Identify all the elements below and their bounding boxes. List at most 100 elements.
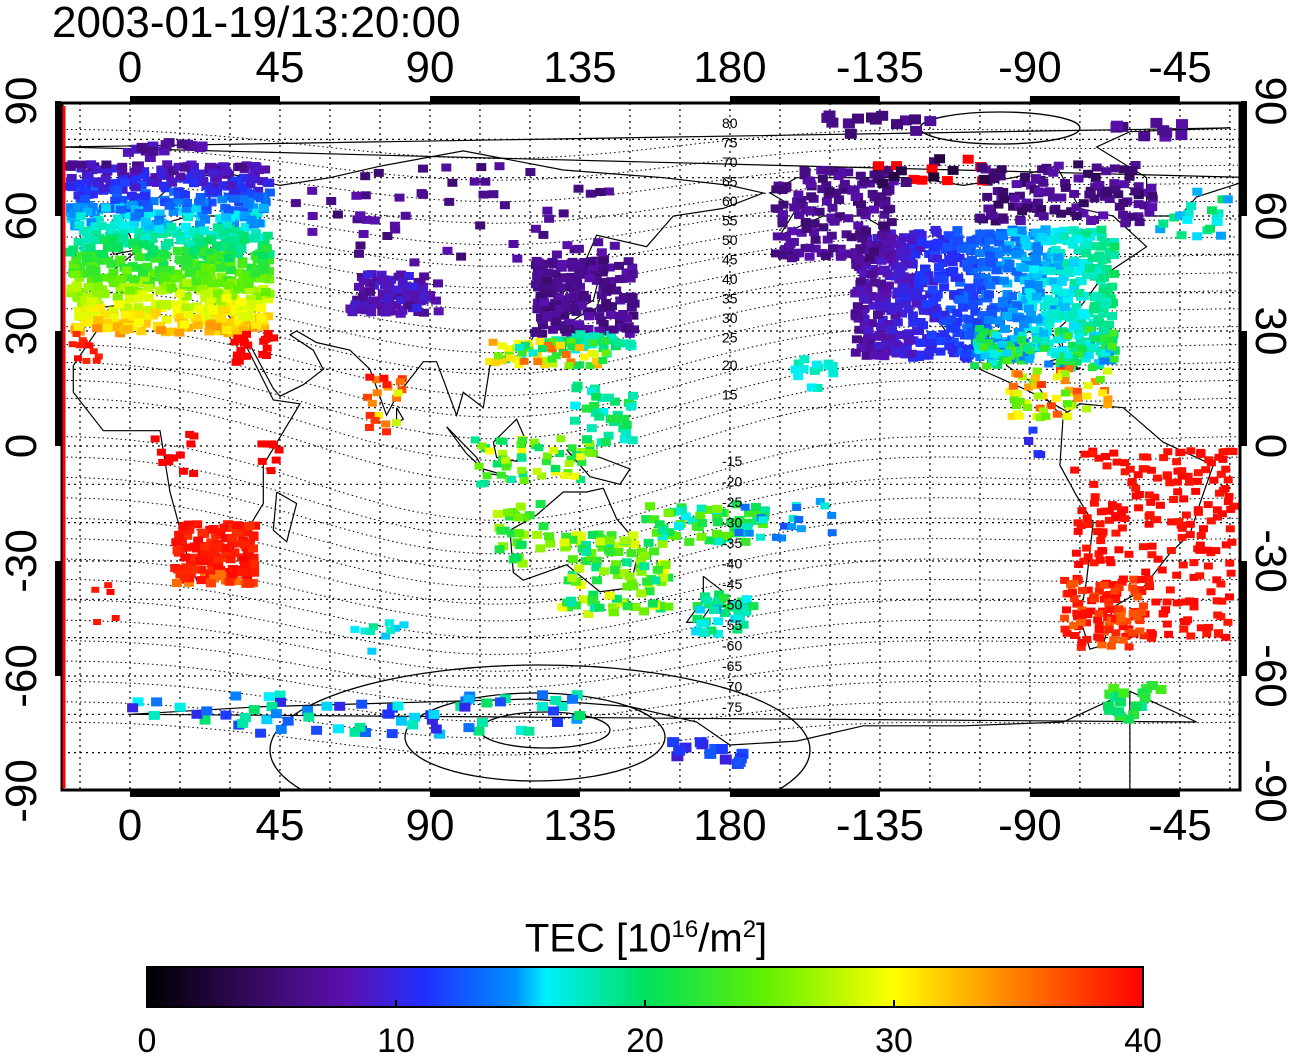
- tec-point: [158, 260, 169, 269]
- contour-line: [62, 701, 1239, 739]
- tec-point: [598, 319, 609, 328]
- tec-point: [1090, 335, 1100, 343]
- tec-point: [1048, 302, 1059, 311]
- tec-point: [616, 415, 626, 424]
- tec-point: [395, 309, 406, 318]
- tec-point: [542, 206, 553, 215]
- tec-point: [214, 279, 225, 288]
- contour-label: -25: [722, 494, 742, 510]
- tec-point: [151, 697, 163, 707]
- tec-point: [706, 626, 717, 635]
- tec-point: [1128, 584, 1138, 592]
- bottom-longitude-tick-label: -45: [1148, 801, 1212, 850]
- tec-point: [226, 571, 237, 580]
- tec-point: [392, 701, 404, 711]
- tec-point: [382, 428, 391, 436]
- tec-point: [143, 222, 154, 230]
- tec-point: [680, 512, 691, 521]
- tec-point: [1139, 201, 1150, 210]
- tec-point: [196, 565, 207, 574]
- tec-point: [573, 325, 584, 334]
- tec-point: [906, 260, 917, 269]
- tec-point: [1030, 326, 1040, 334]
- tec-point: [705, 505, 716, 514]
- tec-point: [975, 325, 984, 333]
- tec-point: [1195, 572, 1205, 580]
- tec-point: [625, 402, 636, 411]
- tec-point: [1224, 493, 1234, 500]
- tec-point: [981, 263, 992, 272]
- axis-band: [1241, 331, 1247, 447]
- tec-point: [1103, 705, 1115, 715]
- tec-point: [993, 361, 1003, 369]
- tec-point: [200, 289, 211, 298]
- tec-point: [211, 322, 222, 331]
- tec-point: [401, 286, 412, 295]
- tec-point: [1028, 426, 1038, 434]
- tec-point: [263, 312, 274, 321]
- tec-point: [659, 566, 670, 575]
- tec-point: [411, 296, 422, 305]
- tec-point: [614, 339, 625, 348]
- tec-point: [205, 569, 216, 578]
- tec-point: [1110, 185, 1121, 194]
- tec-point: [263, 692, 275, 702]
- tec-point: [175, 172, 186, 181]
- tec-point: [1079, 557, 1089, 565]
- tec-point: [176, 139, 188, 149]
- tec-point: [1024, 356, 1034, 364]
- tec-point: [1062, 606, 1071, 614]
- tec-point: [1060, 303, 1070, 312]
- tec-point: [1030, 252, 1041, 260]
- tec-point: [581, 547, 592, 556]
- tec-point: [1094, 318, 1104, 327]
- axis-band: [55, 560, 61, 676]
- tec-point: [270, 709, 282, 719]
- tec-point: [1073, 174, 1084, 183]
- tec-point: [621, 324, 632, 333]
- tec-point: [496, 471, 506, 479]
- tec-point: [644, 587, 655, 596]
- tec-point: [1068, 240, 1079, 249]
- contour-label: -15: [722, 453, 742, 469]
- tec-point: [110, 196, 121, 205]
- tec-point: [1061, 389, 1070, 397]
- tec-point: [109, 279, 120, 288]
- tec-point: [266, 467, 276, 475]
- tec-point: [1060, 576, 1070, 584]
- tec-point: [622, 602, 633, 611]
- tec-point: [515, 502, 526, 511]
- tec-point: [928, 277, 939, 286]
- tec-point: [393, 389, 403, 397]
- tec-point: [591, 392, 602, 401]
- tec-point: [66, 203, 77, 212]
- tec-point: [1014, 412, 1024, 420]
- tec-point: [223, 206, 234, 214]
- tec-point: [954, 341, 965, 350]
- tec-point: [696, 504, 707, 513]
- tec-point: [1195, 541, 1205, 549]
- tec-point: [691, 627, 702, 636]
- tec-point: [72, 331, 81, 337]
- tec-point: [1044, 360, 1054, 368]
- tec-point: [357, 293, 368, 302]
- tec-point: [1017, 357, 1027, 365]
- tec-point: [556, 435, 566, 443]
- tec-point: [573, 259, 584, 268]
- tec-point: [519, 513, 530, 522]
- tec-point: [533, 258, 544, 267]
- tec-point: [1104, 320, 1114, 329]
- tec-point: [1189, 559, 1199, 567]
- tec-point: [679, 742, 692, 753]
- tec-point: [976, 334, 986, 342]
- tec-point: [186, 440, 196, 448]
- tec-point: [594, 603, 605, 612]
- tec-point: [750, 503, 761, 511]
- tec-point: [877, 231, 888, 240]
- tec-point: [517, 446, 527, 454]
- tec-point: [603, 431, 614, 440]
- tec-point: [92, 357, 101, 364]
- tec-point: [838, 185, 849, 194]
- tec-point: [1165, 479, 1175, 487]
- tec-point: [182, 199, 192, 207]
